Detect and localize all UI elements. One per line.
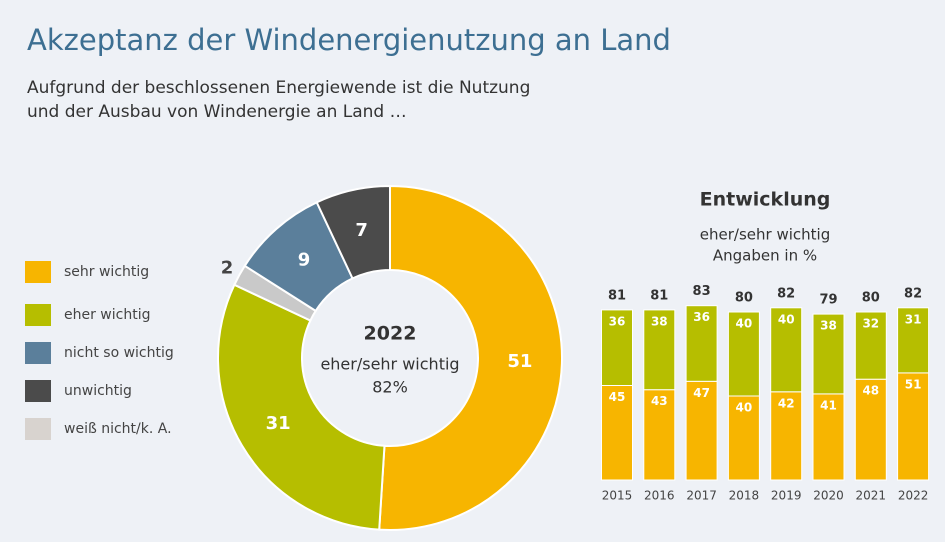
bar-segment: [812, 393, 845, 481]
bar-segment: [685, 305, 718, 382]
bar-segment-label: 31: [905, 312, 922, 326]
slice-label: 9: [298, 249, 311, 270]
donut-slice: [315, 184, 391, 280]
donut-slice: [378, 184, 563, 531]
x-tick-label: 2016: [644, 489, 675, 503]
x-tick-label: 2022: [898, 489, 929, 503]
slice-label: 51: [507, 351, 532, 372]
bar-segment: [727, 395, 760, 481]
x-tick-label: 2020: [813, 489, 844, 503]
bar-segment-label: 41: [820, 398, 837, 412]
center-value: 82%: [372, 378, 408, 397]
legend-label: unwichtig: [64, 383, 132, 399]
x-tick-label: 2017: [686, 489, 717, 503]
bar-segment-label: 38: [651, 314, 668, 328]
bar-total-label: 80: [862, 291, 880, 306]
bar-total-label: 82: [904, 286, 922, 301]
bar-segment-label: 42: [778, 396, 795, 410]
bar-segment-label: 51: [905, 377, 922, 391]
bar-segment: [897, 372, 930, 481]
slice-label: 2: [221, 257, 234, 278]
bar-segment: [770, 391, 803, 481]
bar-segment: [685, 380, 718, 481]
legend-swatch: [25, 380, 51, 402]
bar-total-label: 81: [650, 288, 668, 303]
page-subtitle: Aufgrund der beschlossenen Energiewende …: [27, 78, 530, 98]
donut-slice: [217, 283, 386, 531]
center-title: 2022: [364, 323, 417, 345]
x-tick-label: 2021: [856, 489, 887, 503]
x-tick-label: 2015: [602, 489, 633, 503]
bar-total-label: 80: [735, 291, 753, 306]
bar-segment-label: 40: [736, 401, 753, 415]
bar-subtitle: Angaben in %: [713, 247, 817, 265]
bar-segment-label: 32: [862, 317, 879, 331]
bar-segment-label: 36: [609, 314, 626, 328]
page-subtitle: und der Ausbau von Windenergie an Land …: [27, 102, 407, 122]
legend-swatch: [25, 304, 51, 326]
bar-segment: [601, 309, 633, 386]
bar-total-label: 83: [693, 284, 711, 299]
legend-label: sehr wichtig: [64, 264, 149, 280]
bar-segment-label: 40: [736, 317, 753, 331]
legend-swatch: [25, 261, 51, 283]
legend-label: eher wichtig: [64, 307, 150, 323]
legend-label: nicht so wichtig: [64, 345, 174, 361]
bar-segment: [643, 309, 676, 391]
bar-segment-label: 47: [693, 386, 710, 400]
center-text: eher/sehr wichtig: [320, 355, 459, 374]
bar-segment: [727, 311, 760, 397]
bar-segment: [897, 307, 930, 374]
bar-total-label: 82: [777, 286, 795, 301]
bar-segment: [643, 389, 676, 481]
bar-subtitle: eher/sehr wichtig: [700, 226, 830, 244]
legend-swatch: [25, 418, 51, 440]
bar-segment-label: 48: [862, 384, 879, 398]
bar-segment-label: 38: [820, 319, 837, 333]
bar-segment-label: 43: [651, 394, 668, 408]
slice-label: 7: [355, 220, 368, 241]
page-title: Akzeptanz der Windenergienutzung an Land: [27, 23, 671, 57]
bar-total-label: 81: [608, 288, 626, 303]
slice-label: 31: [266, 413, 291, 434]
x-tick-label: 2018: [729, 489, 760, 503]
bar-segment: [812, 313, 845, 395]
bar-segment-label: 36: [693, 310, 710, 324]
bar-segment-label: 45: [609, 390, 626, 404]
bar-segment: [854, 378, 887, 481]
x-tick-label: 2019: [771, 489, 802, 503]
bar-segment: [770, 307, 803, 393]
legend-label: weiß nicht/k. A.: [64, 421, 172, 437]
bar-total-label: 79: [819, 293, 837, 308]
legend-swatch: [25, 342, 51, 364]
bar-title: Entwicklung: [700, 189, 831, 211]
bar-segment-label: 40: [778, 312, 795, 326]
bar-segment: [854, 311, 887, 380]
